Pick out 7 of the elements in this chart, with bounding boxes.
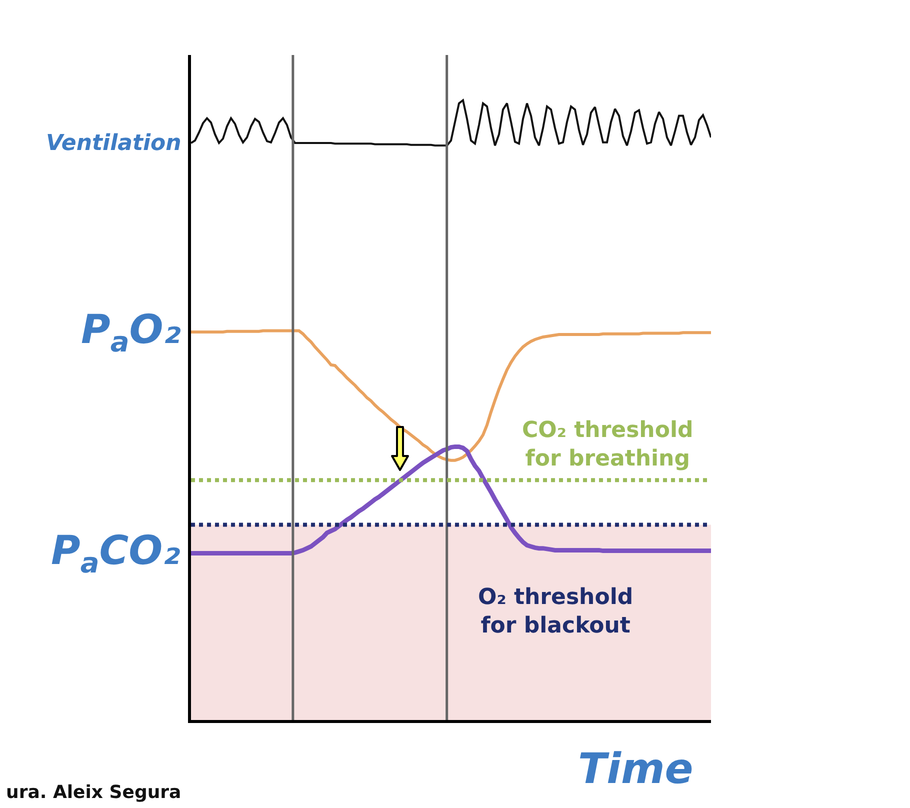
series-label: P$_{a}$CO₂ — [51, 528, 181, 580]
text: ura. Aleix Segura — [6, 782, 182, 803]
series-label: P$_{a}$O₂ — [81, 307, 182, 358]
ref-line-label: CO₂ threshold for breathing — [522, 418, 694, 472]
series-label: Ventilation — [46, 131, 182, 156]
x-axis-title: Time — [578, 744, 694, 793]
ref-line-label: O₂ threshold for blackout — [478, 585, 634, 639]
